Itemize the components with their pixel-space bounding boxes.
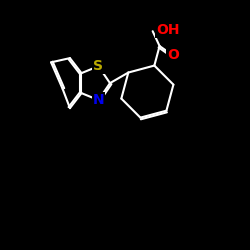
Text: S: S [94, 59, 104, 73]
Text: OH: OH [156, 23, 180, 37]
Text: N: N [92, 93, 104, 107]
Text: O: O [167, 48, 179, 62]
